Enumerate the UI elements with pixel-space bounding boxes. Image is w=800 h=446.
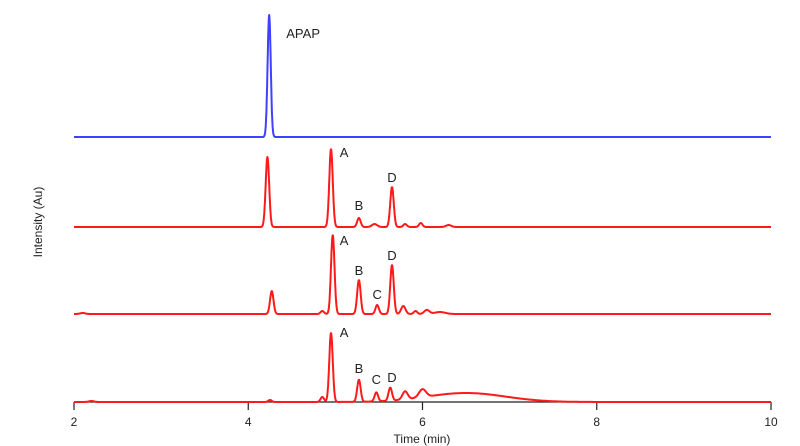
x-axis-label: Time (min): [394, 432, 451, 446]
peak-label: A: [340, 325, 349, 340]
x-tick-label: 2: [71, 415, 78, 429]
peak-label: B: [355, 361, 364, 376]
x-tick-label: 6: [419, 415, 426, 429]
trace-3: [73, 234, 772, 315]
y-axis-label: Intensity (Au): [31, 187, 45, 258]
trace-2: [73, 148, 772, 228]
peak-label: B: [355, 263, 364, 278]
peak-label: A: [340, 233, 349, 248]
peak-label: B: [355, 198, 364, 213]
peak-label: APAP: [286, 26, 320, 41]
peak-label: C: [372, 287, 381, 302]
trace-4: [73, 332, 772, 403]
peak-label: D: [387, 248, 396, 263]
x-tick-label: 10: [764, 415, 778, 429]
peak-label: D: [387, 370, 396, 385]
peak-label: D: [387, 170, 396, 185]
x-tick-label: 8: [593, 415, 600, 429]
x-tick-label: 4: [245, 415, 252, 429]
trace-1: [73, 14, 772, 138]
peak-label: A: [340, 145, 349, 160]
peak-label: C: [372, 372, 381, 387]
